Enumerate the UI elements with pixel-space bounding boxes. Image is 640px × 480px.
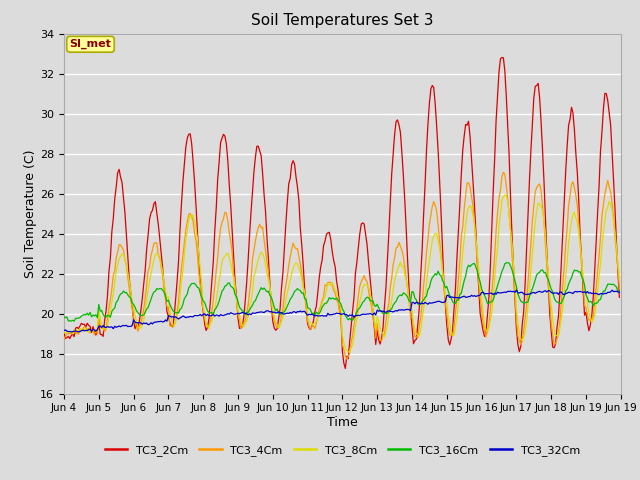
Y-axis label: Soil Temperature (C): Soil Temperature (C)	[24, 149, 37, 278]
Legend: TC3_2Cm, TC3_4Cm, TC3_8Cm, TC3_16Cm, TC3_32Cm: TC3_2Cm, TC3_4Cm, TC3_8Cm, TC3_16Cm, TC3…	[100, 440, 584, 460]
X-axis label: Time: Time	[327, 416, 358, 429]
Text: SI_met: SI_met	[70, 39, 111, 49]
Title: Soil Temperatures Set 3: Soil Temperatures Set 3	[251, 13, 434, 28]
